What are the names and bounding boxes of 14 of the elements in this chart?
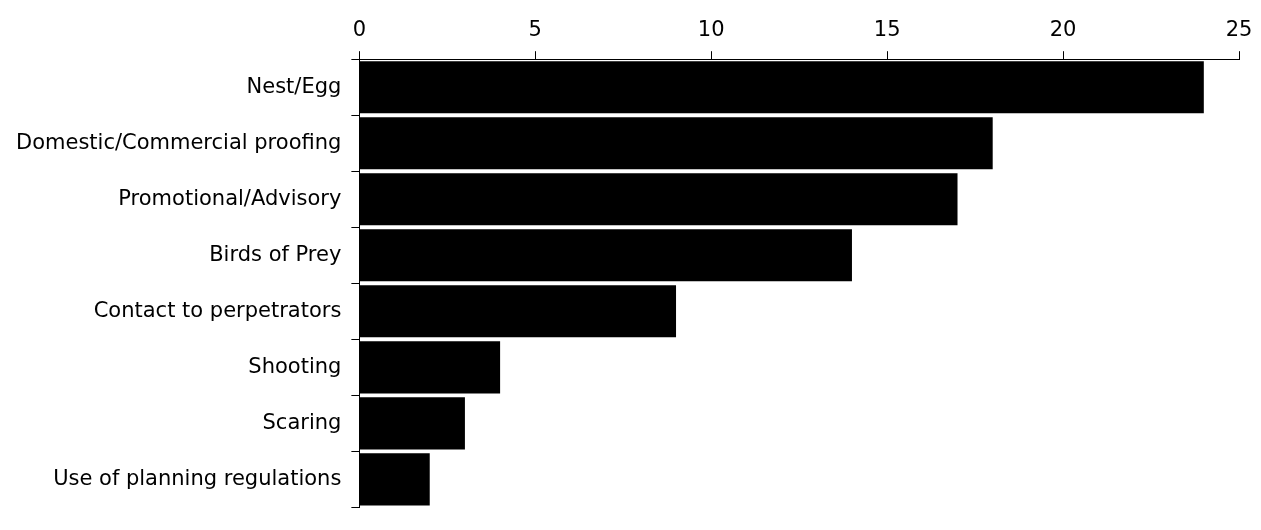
x-tick-label: 20: [1049, 17, 1077, 42]
x-tick-label: 15: [873, 17, 901, 42]
y-tick-label: Shooting: [248, 353, 342, 378]
x-tick-label: 25: [1225, 17, 1253, 42]
y-tick-label: Use of planning regulations: [53, 465, 342, 490]
y-tick-label: Contact to perpetrators: [93, 297, 342, 322]
y-tick-label: Scaring: [262, 409, 342, 434]
x-tick-label: 10: [697, 17, 725, 42]
y-tick-label: Birds of Prey: [209, 241, 342, 266]
y-tick-label: Domestic/Commercial proofing: [15, 129, 342, 154]
y-tick-label: Nest/Egg: [246, 73, 342, 98]
x-tick-label: 5: [528, 17, 542, 42]
y-tick-label: Promotional/Advisory: [118, 185, 342, 210]
x-tick-label: 0: [352, 17, 367, 42]
